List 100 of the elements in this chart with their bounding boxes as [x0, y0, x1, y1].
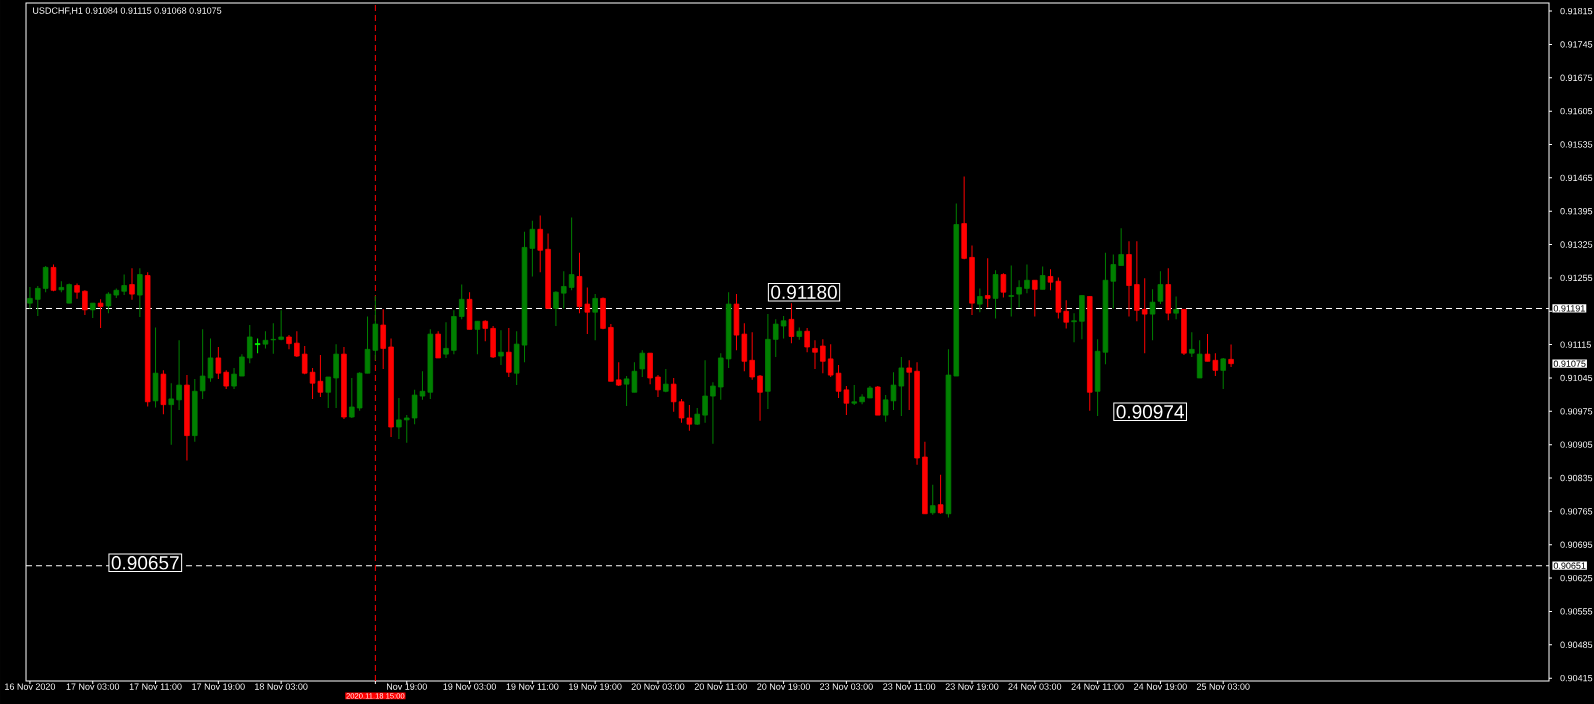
candlestick [74, 283, 80, 300]
y-tick-label: 0.91745 [1560, 41, 1593, 48]
candlestick [396, 397, 402, 440]
x-tick-label: 17 Nov 11:00 [129, 683, 182, 690]
candlestick [97, 298, 104, 329]
candlestick [851, 384, 857, 406]
candlestick [105, 291, 112, 314]
x-tick-label: 24 Nov 11:00 [1071, 683, 1124, 690]
candlestick [702, 359, 708, 424]
y-tick-label: 0.91605 [1560, 107, 1593, 115]
candlestick [176, 339, 182, 411]
ref-line-label: 0.90651 [1553, 562, 1586, 569]
candlestick [1063, 299, 1069, 329]
candlestick [757, 374, 763, 422]
candlestick [1196, 339, 1203, 379]
candlestick [1008, 265, 1015, 317]
x-tick-label: 23 Nov 03:00 [820, 683, 873, 690]
x-tick-label: 18 Nov 03:00 [255, 683, 308, 690]
annotation: 0.90657 [111, 556, 179, 570]
candlestick [129, 267, 135, 301]
x-tick-label: Nov 19:00 [387, 683, 427, 690]
annotation: 0.90974 [1116, 405, 1184, 419]
candlestick [121, 274, 127, 296]
y-tick-label: 0.91675 [1560, 74, 1593, 81]
y-tick-label: 0.91535 [1560, 141, 1593, 148]
candlestick [239, 353, 245, 377]
candlestick [584, 286, 591, 335]
candlestick [82, 289, 88, 316]
candlestick [804, 327, 810, 353]
x-tick-label: 24 Nov 03:00 [1008, 683, 1062, 690]
candlestick [984, 257, 991, 308]
candlestick [278, 309, 284, 341]
candlestick [568, 216, 575, 291]
candlestick [812, 339, 818, 370]
candlestick [639, 349, 646, 378]
candlestick [710, 381, 716, 445]
candlestick [42, 265, 49, 293]
y-tick-label: 0.90625 [1560, 574, 1593, 582]
candlestick [246, 324, 253, 364]
x-tick-label: 19 Nov 11:00 [506, 683, 559, 690]
candlestick [1220, 357, 1226, 390]
candlestick [435, 330, 441, 359]
candlestick [1016, 279, 1022, 308]
candlestick [270, 322, 277, 355]
candlestick [1024, 264, 1030, 294]
candlestick [898, 356, 905, 417]
candlestick [1189, 331, 1195, 358]
candlestick [50, 264, 57, 292]
candlestick [35, 285, 41, 317]
candlestick [1110, 254, 1117, 309]
y-tick-label: 0.90555 [1560, 608, 1593, 615]
y-tick-label: 0.90765 [1560, 508, 1593, 515]
candlestick [1228, 344, 1234, 368]
candlestick [294, 330, 300, 358]
candlestick [977, 287, 983, 313]
candlestick [1039, 265, 1046, 290]
y-tick-label: 0.90485 [1560, 641, 1593, 648]
y-tick-label: 0.90415 [1560, 674, 1593, 682]
candlestick [937, 474, 944, 515]
y-tick-label: 0.91395 [1560, 208, 1593, 215]
ref-line-label: 0.91191 [1553, 305, 1585, 312]
candlestick [27, 286, 33, 310]
y-tick-label: 0.91255 [1560, 274, 1593, 282]
y-tick-label: 0.90695 [1560, 541, 1593, 548]
candlestick [349, 377, 355, 419]
chart-title: USDCHF,H1 0.91084 0.91115 0.91068 0.91075 [33, 7, 222, 15]
candlestick [537, 214, 543, 273]
candlestick [1173, 295, 1179, 320]
candlestick [443, 321, 449, 359]
y-tick-label: 0.91325 [1560, 241, 1593, 248]
y-tick-label: 0.90835 [1560, 474, 1593, 482]
x-tick-label: 20 Nov 11:00 [694, 683, 747, 690]
candlestick [482, 319, 489, 342]
x-tick-label: 17 Nov 03:00 [66, 683, 120, 690]
candlestick [592, 293, 598, 341]
candlestick [772, 318, 779, 358]
candlestick [325, 376, 332, 409]
candlestick [215, 346, 222, 380]
x-tick-label: 23 Nov 11:00 [883, 683, 936, 690]
candlestick [404, 414, 410, 444]
candlestick [1141, 277, 1148, 354]
x-tick-label: 19 Nov 19:00 [569, 683, 622, 690]
y-tick-label: 0.91045 [1560, 374, 1593, 382]
candlestick [1000, 272, 1007, 298]
candlestick [820, 338, 826, 374]
x-tick-label: 17 Nov 19:00 [192, 683, 245, 690]
candlestick [1149, 288, 1156, 341]
candlestick [223, 369, 229, 390]
candlestick [749, 331, 755, 381]
candlestick [301, 345, 308, 375]
candlestick [1157, 270, 1164, 305]
y-tick-label: 0.91115 [1560, 341, 1591, 348]
candlestick [780, 315, 787, 339]
y-tick-label: 0.91815 [1560, 7, 1593, 15]
x-tick-label: 16 Nov 2020 [5, 683, 56, 690]
candlestick [788, 302, 795, 344]
candlestick [137, 267, 143, 318]
candlestick [1032, 279, 1038, 317]
y-tick-label: 0.90975 [1560, 408, 1593, 415]
candlestick [553, 290, 559, 327]
